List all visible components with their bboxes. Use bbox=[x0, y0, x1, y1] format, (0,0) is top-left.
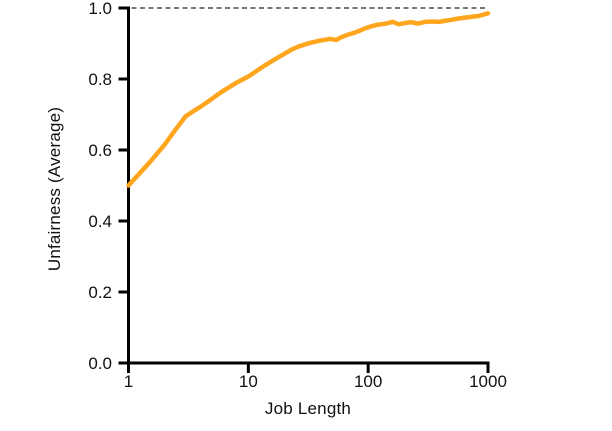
y-tick-label: 0.6 bbox=[88, 141, 112, 160]
y-axis-title: Unfairness (Average) bbox=[45, 106, 64, 272]
y-tick-label: 0.8 bbox=[88, 70, 112, 89]
x-tick-label: 1000 bbox=[469, 372, 507, 391]
y-tick-label: 0.2 bbox=[88, 283, 112, 302]
x-tick-label: 10 bbox=[239, 372, 258, 391]
x-axis-title: Job Length bbox=[264, 399, 352, 418]
x-tick-label: 100 bbox=[354, 372, 382, 391]
series-line-unfairness-average bbox=[126, 11, 491, 188]
y-tick-label: 1.0 bbox=[88, 0, 112, 18]
y-tick-label: 0.0 bbox=[88, 354, 112, 373]
y-tick-label: 0.4 bbox=[88, 212, 112, 231]
x-tick-label: 1 bbox=[124, 372, 133, 391]
